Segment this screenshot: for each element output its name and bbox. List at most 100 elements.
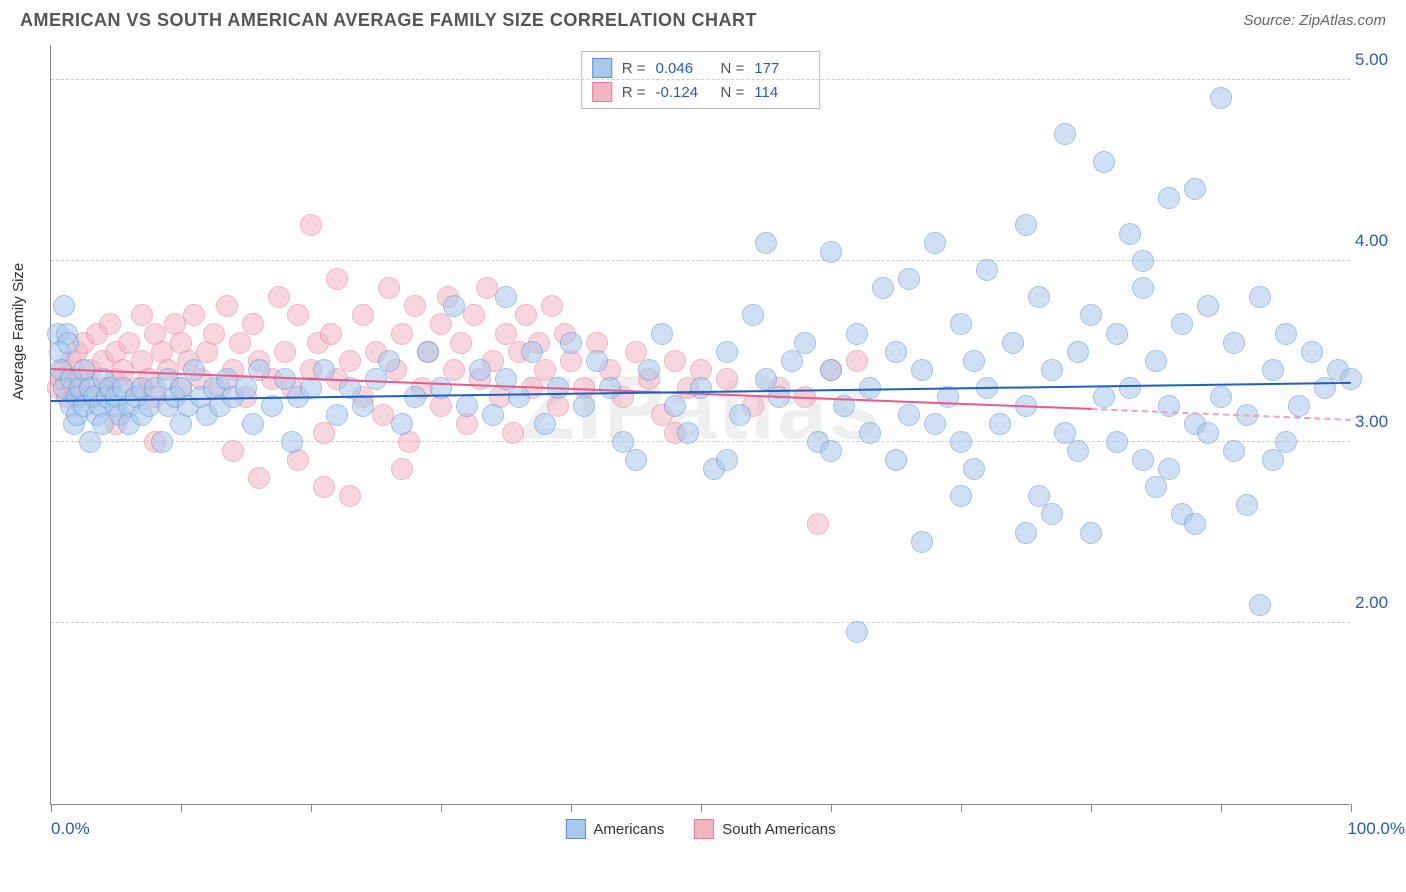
data-point: [450, 332, 472, 354]
data-point: [1119, 377, 1141, 399]
r-value: 0.046: [656, 60, 711, 77]
data-point: [482, 404, 504, 426]
data-point: [677, 422, 699, 444]
data-point: [508, 386, 530, 408]
data-point: [755, 232, 777, 254]
data-point: [872, 277, 894, 299]
data-point: [1223, 440, 1245, 462]
data-point: [222, 440, 244, 462]
n-label: N =: [721, 84, 745, 101]
x-tick: [701, 804, 702, 812]
data-point: [216, 295, 238, 317]
data-point: [268, 286, 290, 308]
data-point: [820, 440, 842, 462]
data-point: [183, 359, 205, 381]
data-point: [1197, 295, 1219, 317]
data-point: [1158, 458, 1180, 480]
data-point: [976, 259, 998, 281]
y-tick-label: 3.00: [1355, 412, 1405, 432]
legend-series: Americans South Americans: [565, 819, 835, 839]
data-point: [391, 323, 413, 345]
data-point: [885, 341, 907, 363]
r-value: -0.124: [656, 84, 711, 101]
data-point: [1301, 341, 1323, 363]
data-point: [53, 295, 75, 317]
gridline: [51, 441, 1350, 442]
legend-label: South Americans: [722, 821, 835, 838]
data-point: [320, 323, 342, 345]
data-point: [781, 350, 803, 372]
data-point: [300, 214, 322, 236]
data-point: [1262, 449, 1284, 471]
data-point: [1210, 386, 1232, 408]
data-point: [274, 341, 296, 363]
x-tick: [961, 804, 962, 812]
data-point: [352, 395, 374, 417]
data-point: [1249, 594, 1271, 616]
data-point: [203, 323, 225, 345]
y-tick-label: 2.00: [1355, 593, 1405, 613]
data-point: [281, 431, 303, 453]
data-point: [911, 531, 933, 553]
data-point: [417, 341, 439, 363]
data-point: [1158, 187, 1180, 209]
data-point: [1132, 277, 1154, 299]
data-point: [326, 404, 348, 426]
data-point: [690, 377, 712, 399]
x-tick: [441, 804, 442, 812]
data-point: [183, 304, 205, 326]
data-point: [963, 458, 985, 480]
y-tick-label: 5.00: [1355, 50, 1405, 70]
data-point: [79, 431, 101, 453]
n-value: 114: [754, 84, 809, 101]
x-tick: [1221, 804, 1222, 812]
data-point: [1288, 395, 1310, 417]
data-point: [352, 304, 374, 326]
data-point: [1184, 513, 1206, 535]
data-point: [287, 304, 309, 326]
data-point: [586, 350, 608, 372]
data-point: [898, 404, 920, 426]
data-point: [560, 332, 582, 354]
data-point: [1314, 377, 1336, 399]
data-point: [924, 413, 946, 435]
data-point: [151, 431, 173, 453]
data-point: [1015, 214, 1037, 236]
data-point: [1028, 286, 1050, 308]
data-point: [1132, 250, 1154, 272]
data-point: [950, 485, 972, 507]
data-point: [664, 350, 686, 372]
gridline: [51, 622, 1350, 623]
legend-item: Americans: [565, 819, 664, 839]
data-point: [99, 313, 121, 335]
gridline: [51, 79, 1350, 80]
data-point: [534, 413, 556, 435]
data-point: [950, 313, 972, 335]
data-point: [807, 513, 829, 535]
data-point: [846, 621, 868, 643]
data-point: [1041, 503, 1063, 525]
data-point: [502, 422, 524, 444]
data-point: [1028, 485, 1050, 507]
data-point: [378, 277, 400, 299]
data-point: [391, 413, 413, 435]
data-point: [443, 295, 465, 317]
chart-header: AMERICAN VS SOUTH AMERICAN AVERAGE FAMIL…: [0, 0, 1406, 36]
data-point: [846, 350, 868, 372]
data-point: [1093, 151, 1115, 173]
data-point: [820, 359, 842, 381]
gridline: [51, 260, 1350, 261]
r-label: R =: [622, 84, 646, 101]
data-point: [924, 232, 946, 254]
data-point: [430, 313, 452, 335]
data-point: [1067, 440, 1089, 462]
data-point: [1262, 359, 1284, 381]
data-point: [716, 449, 738, 471]
data-point: [339, 485, 361, 507]
data-point: [729, 404, 751, 426]
data-point: [1002, 332, 1024, 354]
data-point: [391, 458, 413, 480]
data-point: [898, 268, 920, 290]
y-axis-label: Average Family Size: [10, 263, 27, 400]
data-point: [456, 395, 478, 417]
